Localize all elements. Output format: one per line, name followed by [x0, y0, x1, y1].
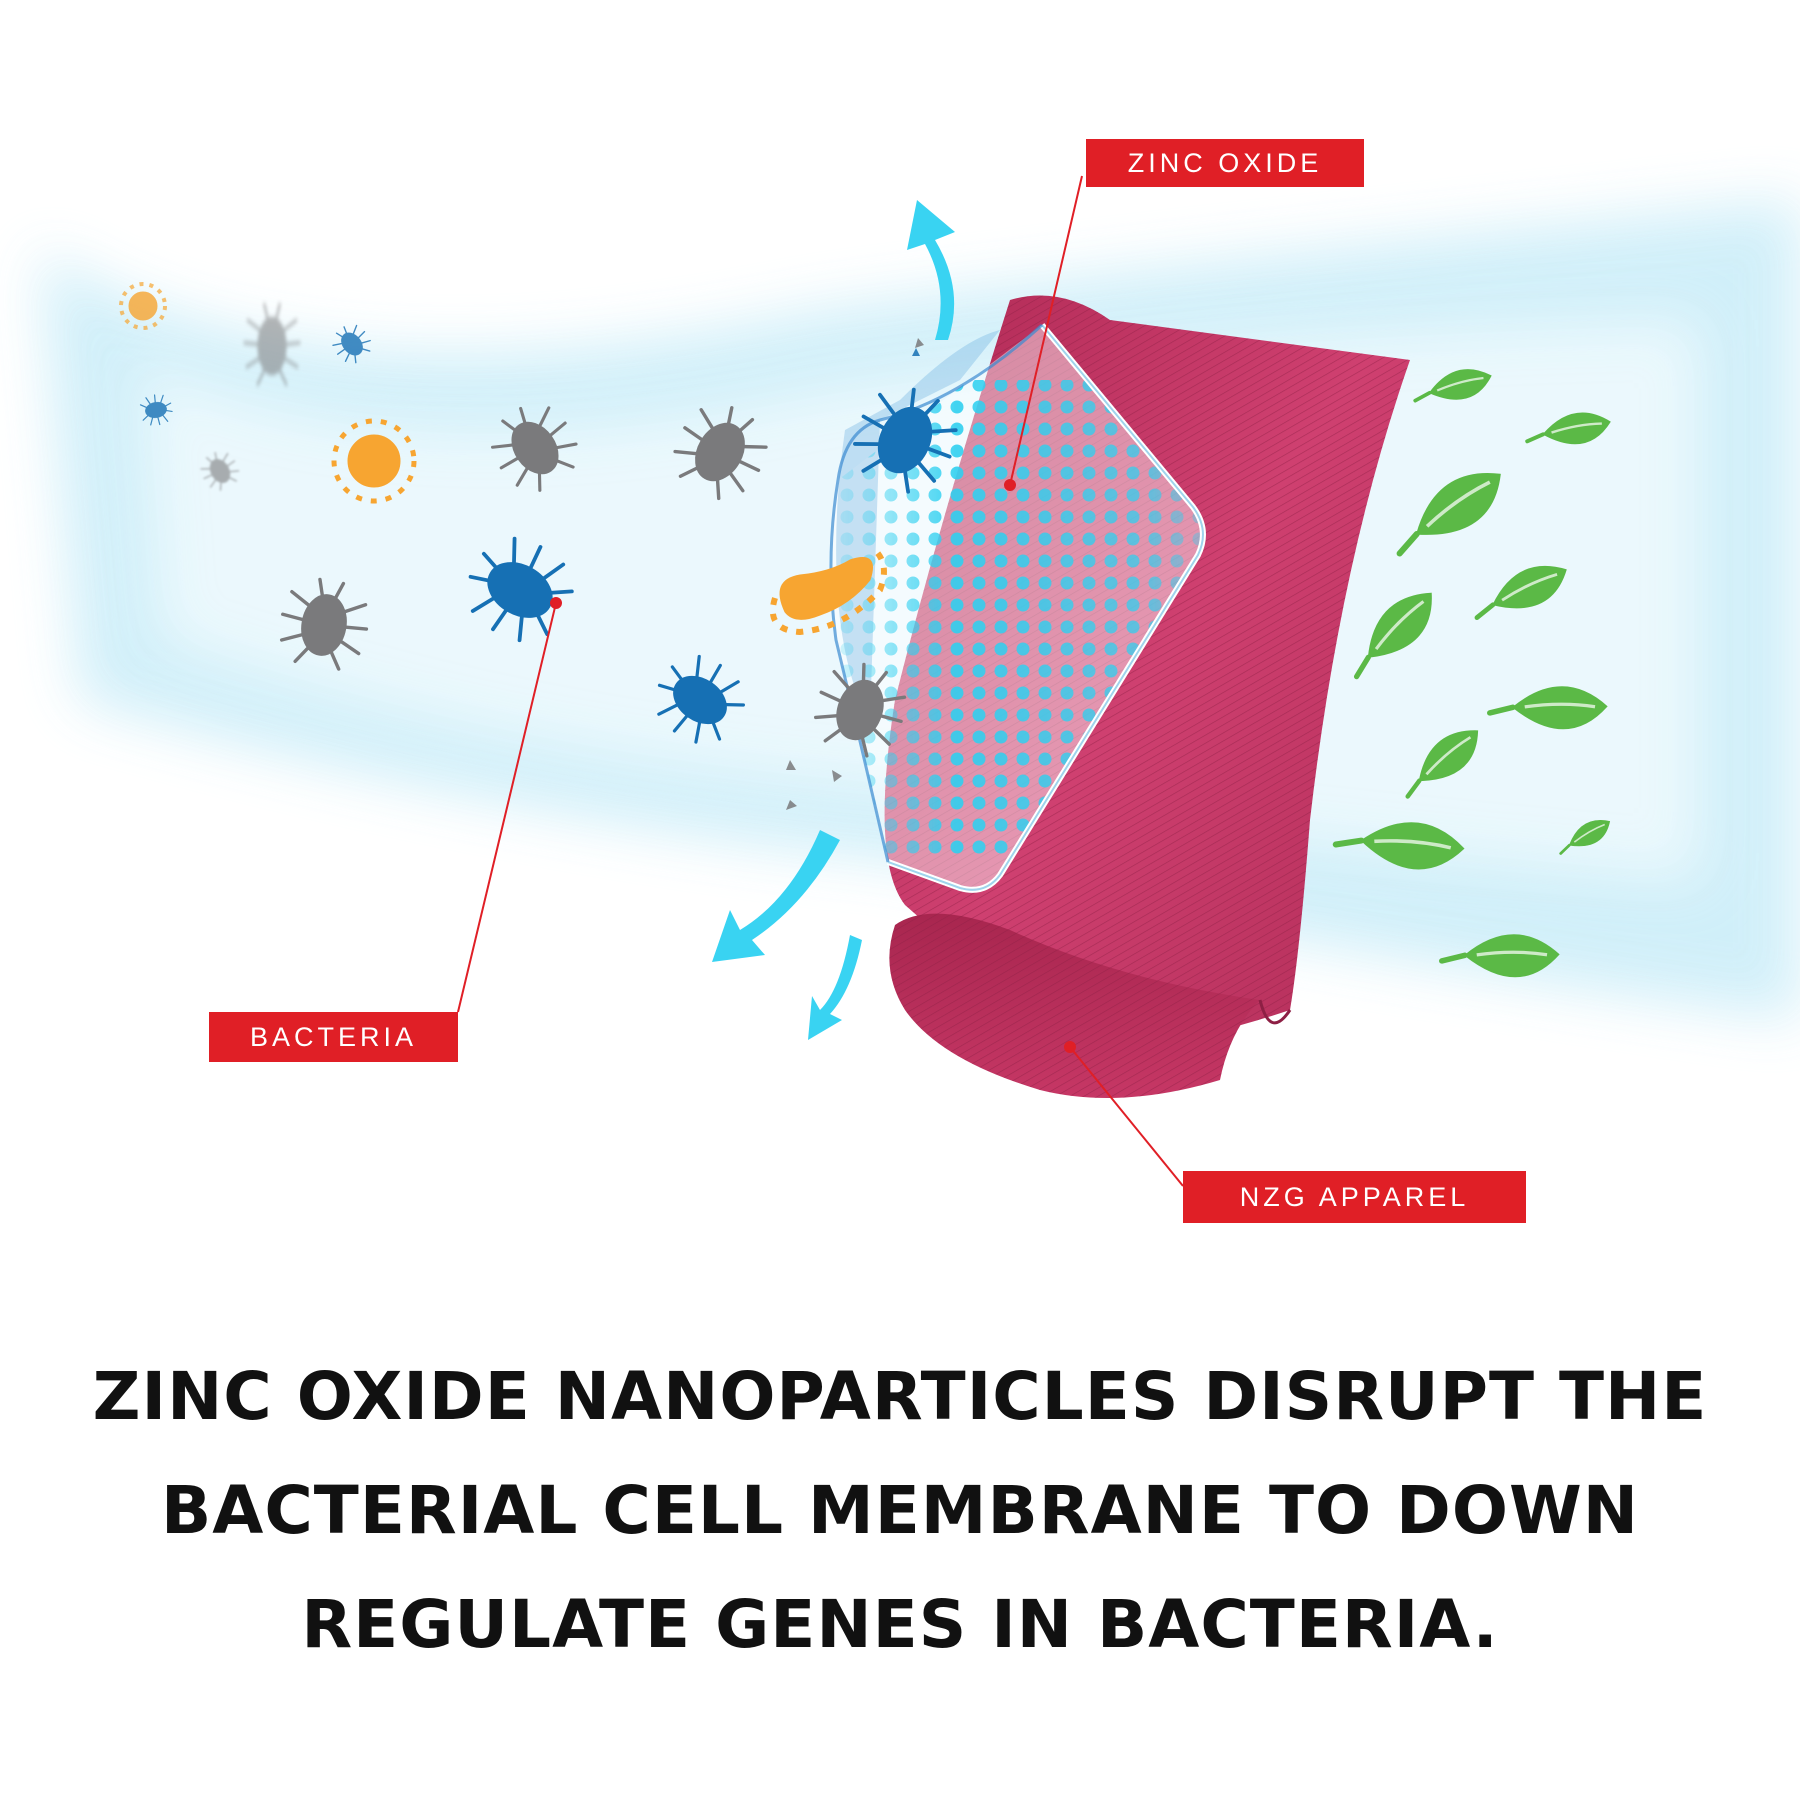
bacteria-icon — [331, 418, 417, 504]
bacteria-icon — [119, 282, 167, 330]
label-nzg-apparel: NZG APPAREL — [1183, 1171, 1526, 1223]
headline-line-3: REGULATE GENES IN BACTERIA. — [301, 1586, 1499, 1663]
bacteria-group — [119, 282, 971, 765]
headline-line-1: ZINC OXIDE NANOPARTICLES DISRUPT THE — [92, 1358, 1708, 1435]
headline-line-2: BACTERIAL CELL MEMBRANE TO DOWN — [160, 1472, 1639, 1549]
bacteria-icon — [769, 547, 887, 636]
arrow-icon — [712, 200, 955, 1040]
leader-lines — [457, 175, 1184, 1187]
label-bacteria: BACTERIA — [209, 1012, 458, 1062]
debris — [786, 338, 924, 810]
headline: ZINC OXIDE NANOPARTICLES DISRUPT THE BAC… — [60, 1340, 1740, 1682]
label-zinc-oxide: ZINC OXIDE — [1086, 139, 1364, 187]
